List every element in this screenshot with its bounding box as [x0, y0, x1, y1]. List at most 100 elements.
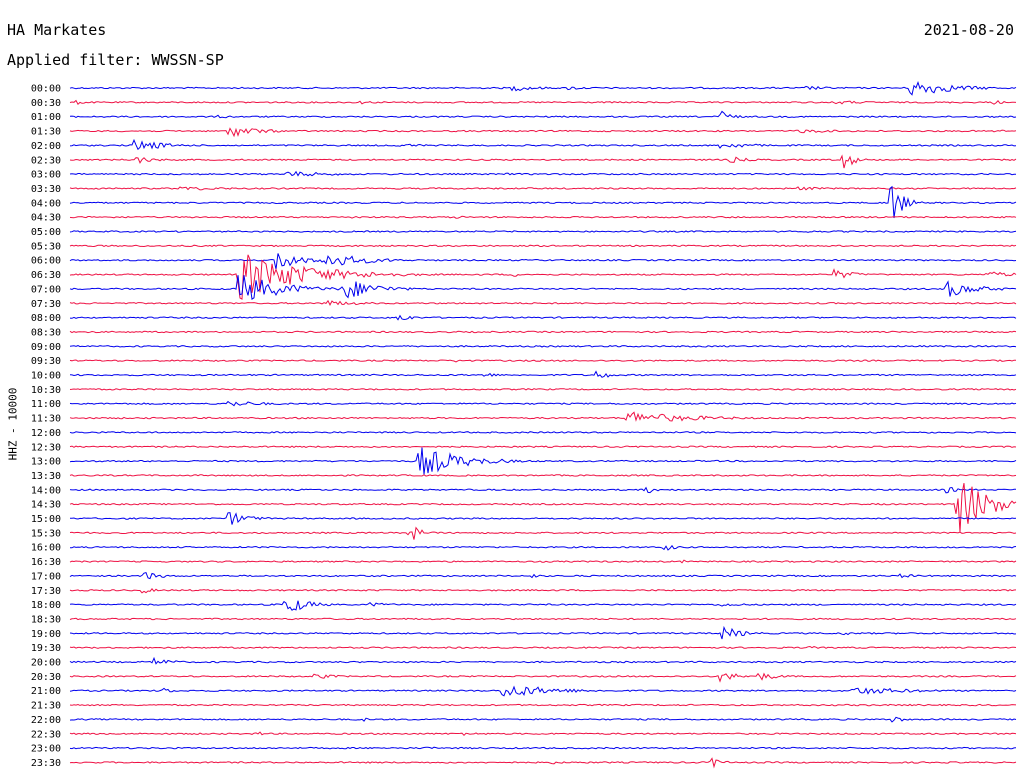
seismogram-trace	[69, 617, 1017, 621]
seismogram-trace	[69, 625, 1017, 640]
time-tick-label: 19:30	[31, 643, 61, 654]
time-tick-label: 17:30	[31, 586, 61, 597]
seismogram-trace	[69, 230, 1017, 233]
seismogram-trace	[69, 716, 1017, 723]
seismogram-trace	[69, 215, 1017, 219]
seismogram-trace	[69, 253, 1017, 270]
seismogram-trace	[69, 138, 1017, 151]
seismogram-trace	[69, 431, 1017, 434]
time-tick-label: 13:00	[31, 457, 61, 468]
seismogram-trace	[69, 400, 1017, 407]
time-tick-label: 19:00	[31, 629, 61, 640]
time-tick-label: 20:30	[31, 672, 61, 683]
time-tick-label: 04:00	[31, 198, 61, 209]
seismogram-trace	[69, 703, 1017, 707]
seismogram-trace	[69, 559, 1017, 564]
seismogram-trace	[69, 587, 1017, 594]
time-tick-label: 12:00	[31, 428, 61, 439]
seismogram-trace	[69, 345, 1017, 348]
time-tick-label: 17:00	[31, 571, 61, 582]
seismogram-trace	[69, 81, 1017, 96]
seismogram-trace	[70, 544, 1017, 551]
time-tick-label: 05:30	[31, 241, 61, 252]
time-tick-label: 20:00	[31, 658, 61, 669]
filter-label: Applied filter: WWSSN-SP	[7, 51, 224, 69]
seismogram-trace	[69, 370, 1017, 378]
time-tick-label: 15:00	[31, 514, 61, 525]
time-tick-label: 18:00	[31, 600, 61, 611]
time-tick-label: 11:00	[31, 399, 61, 410]
seismogram-trace	[69, 411, 1017, 422]
time-tick-label: 23:00	[31, 744, 61, 755]
seismogram-trace	[69, 656, 1017, 665]
seismogram-trace	[69, 486, 1017, 494]
time-tick-label: 04:30	[31, 213, 61, 224]
time-tick-label: 13:30	[31, 471, 61, 482]
time-tick-label: 16:30	[31, 557, 61, 568]
time-tick-label: 10:30	[31, 385, 61, 396]
time-tick-label: 08:00	[31, 313, 61, 324]
seismogram-trace	[69, 254, 1017, 300]
time-tick-label: 00:30	[31, 98, 61, 109]
seismogram-trace	[69, 185, 1017, 219]
time-tick-label: 10:00	[31, 371, 61, 382]
time-tick-label: 06:00	[31, 256, 61, 267]
time-tick-label: 01:00	[31, 112, 61, 123]
time-tick-label: 23:30	[31, 758, 61, 769]
seismogram-trace	[69, 757, 1017, 769]
time-tick-label: 01:30	[31, 127, 61, 138]
seismogram-trace	[69, 127, 1017, 138]
time-tick-label: 21:30	[31, 701, 61, 712]
seismogram-trace	[69, 600, 1017, 611]
seismogram-trace	[69, 154, 1017, 169]
seismogram-trace	[69, 359, 1017, 363]
seismogram-trace	[69, 447, 1017, 475]
time-tick-label: 05:00	[31, 227, 61, 238]
time-tick-label: 18:30	[31, 614, 61, 625]
time-tick-label: 22:30	[31, 729, 61, 740]
seismogram-trace	[69, 645, 1017, 649]
seismogram-trace	[69, 170, 1016, 177]
date-label: 2021-08-20	[923, 21, 1014, 39]
seismogram-trace	[69, 110, 1017, 119]
seismogram-trace	[69, 445, 1017, 448]
time-tick-label: 00:00	[31, 84, 61, 95]
time-tick-label: 06:30	[31, 270, 61, 281]
time-tick-label: 03:30	[31, 184, 61, 195]
seismogram-trace	[69, 244, 1017, 248]
seismogram-trace	[69, 526, 1017, 540]
time-tick-label: 16:00	[31, 543, 61, 554]
time-tick-label: 08:30	[31, 327, 61, 338]
time-tick-label: 22:00	[31, 715, 61, 726]
seismogram-trace	[69, 672, 1017, 683]
time-tick-label: 07:30	[31, 299, 61, 310]
time-tick-label: 09:30	[31, 356, 61, 367]
seismogram-trace	[69, 483, 1017, 533]
seismogram-trace	[69, 314, 1017, 321]
seismogram-trace	[69, 746, 1017, 750]
seismogram-trace	[69, 330, 1017, 334]
seismogram-trace	[69, 99, 1017, 105]
time-tick-label: 02:30	[31, 155, 61, 166]
seismogram-trace	[69, 275, 1017, 300]
time-tick-label: 14:00	[31, 485, 61, 496]
seismogram-trace	[69, 388, 1017, 391]
seismogram-trace	[69, 512, 1017, 525]
time-tick-label: 12:30	[31, 442, 61, 453]
seismogram-trace	[69, 731, 1017, 737]
time-tick-label: 11:30	[31, 414, 61, 425]
time-tick-label: 07:00	[31, 284, 61, 295]
time-tick-label: 02:00	[31, 141, 61, 152]
seismogram-trace	[69, 299, 1017, 307]
time-tick-label: 09:00	[31, 342, 61, 353]
time-tick-label: 03:00	[31, 170, 61, 181]
time-tick-label: 14:30	[31, 500, 61, 511]
station-name: HA Markates	[7, 21, 107, 39]
seismogram-trace	[69, 685, 1017, 697]
time-tick-label: 15:30	[31, 528, 61, 539]
time-tick-label: 21:00	[31, 686, 61, 697]
seismogram-trace	[69, 186, 1017, 191]
seismogram-trace	[69, 474, 1017, 477]
seismogram-trace	[69, 571, 1017, 580]
